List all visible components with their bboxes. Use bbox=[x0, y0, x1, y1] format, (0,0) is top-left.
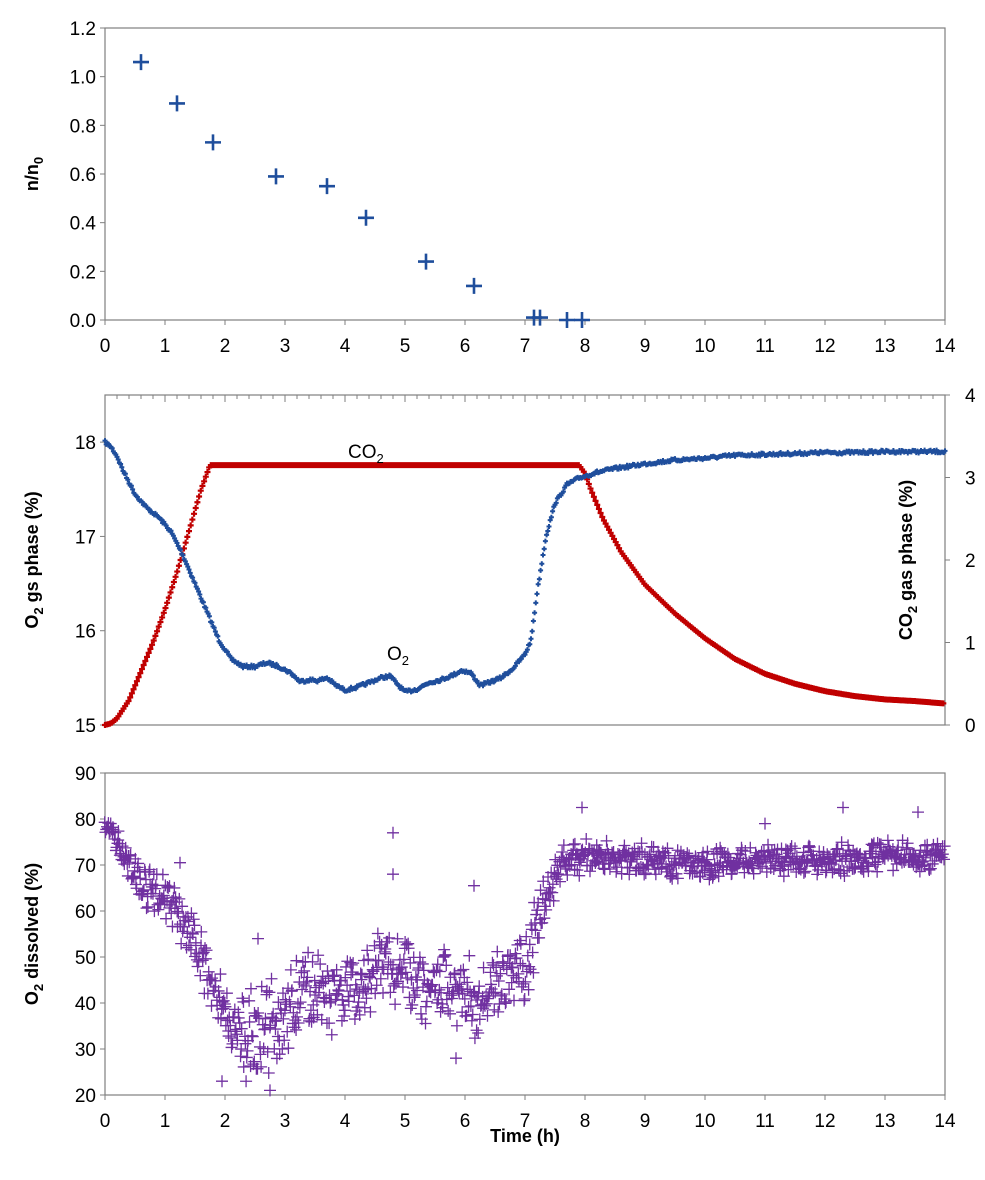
panel2-right-tick-label: 2 bbox=[965, 551, 976, 572]
panel3-y-tick-label: 70 bbox=[75, 856, 96, 877]
panel3-y-tick-label: 50 bbox=[75, 948, 96, 969]
o2-series-markers bbox=[102, 438, 948, 695]
panel1-data-point bbox=[205, 134, 221, 151]
panel3-x-tick-label: 7 bbox=[520, 1111, 531, 1132]
panel2-left-tick-label: 16 bbox=[75, 622, 96, 643]
panel2-right-tick-label: 3 bbox=[965, 469, 976, 490]
panel3-x-tick-label: 14 bbox=[934, 1111, 956, 1132]
o2-series bbox=[102, 438, 948, 695]
panel1-x-tick-label: 10 bbox=[694, 336, 715, 357]
panel1-y-tick-label: 0.2 bbox=[70, 262, 96, 283]
panel2-left-tick-label: 18 bbox=[75, 433, 96, 454]
panel1-y-tick-label: 0.6 bbox=[70, 165, 96, 186]
panel1-data-point bbox=[559, 312, 575, 328]
panel1-data-point bbox=[268, 168, 284, 185]
panel1-x-tick-label: 1 bbox=[160, 336, 171, 357]
panel1-data-point bbox=[319, 178, 335, 195]
panel1-y-tick-labels: 0.0 0.2 0.4 0.6 0.8 1.0 1.2 bbox=[70, 19, 105, 332]
panel1-x-tick-label: 14 bbox=[934, 336, 956, 357]
panel3-y-tick-label: 30 bbox=[75, 1040, 96, 1061]
panel3-y-tick-label: 60 bbox=[75, 902, 96, 923]
panel3-x-tick-label: 11 bbox=[755, 1111, 775, 1132]
panel1-x-tick-label: 9 bbox=[640, 336, 651, 357]
panel1-y-tick-label: 1.2 bbox=[70, 19, 96, 40]
panel2-right-y-axis-title: CO2 gas phase (%) bbox=[896, 480, 920, 640]
co2-series-label: CO2 bbox=[348, 442, 384, 466]
panel3-x-tick-label: 10 bbox=[694, 1111, 715, 1132]
panel1-x-tick-label: 5 bbox=[400, 336, 411, 357]
panel2-left-y-axis-title: O2 gs phase (%) bbox=[22, 491, 46, 628]
panel3-x-tick-label: 12 bbox=[814, 1111, 835, 1132]
panel2-right-tick-label: 4 bbox=[965, 386, 976, 407]
panel1-y-tick-label: 0.8 bbox=[70, 116, 96, 137]
panel2-right-tick-label: 0 bbox=[965, 716, 976, 737]
panel1-y-tick-label: 0.4 bbox=[70, 214, 97, 235]
panel-fraction-remaining: 0.00.20.40.60.81.01.2 0 1 2 3 4 5 6 7 8 9 10 11 12 13… bbox=[22, 19, 956, 357]
o2-series-label: O2 bbox=[387, 644, 409, 668]
panel3-x-tick-label: 8 bbox=[580, 1111, 591, 1132]
panel1-x-tick-label: 13 bbox=[874, 336, 895, 357]
panel1-x-tick-label: 7 bbox=[520, 336, 531, 357]
panel1-data-point bbox=[466, 277, 482, 294]
x-axis-title: Time (h) bbox=[490, 1126, 560, 1146]
panel3-x-tick-label: 2 bbox=[220, 1111, 231, 1132]
panel1-x-tick-label: 8 bbox=[580, 336, 591, 357]
panel3-y-tick-label: 40 bbox=[75, 994, 96, 1015]
panel3-x-tick-label: 3 bbox=[280, 1111, 291, 1132]
panel2-plot-frame bbox=[104, 394, 946, 726]
co2-series-markers bbox=[102, 462, 947, 728]
panel1-data-point bbox=[133, 54, 149, 71]
panel2-left-y-tick-labels: 15 16 17 18 bbox=[75, 433, 105, 737]
panel2-left-tick-label: 17 bbox=[75, 527, 96, 548]
panel1-y-axis-title: n/n0 bbox=[22, 157, 46, 191]
panel1-x-tick-labels: 0 1 2 3 4 5 6 7 8 9 10 11 12 13 14 bbox=[100, 320, 956, 357]
panel1-x-tick-label: 6 bbox=[460, 336, 471, 357]
dissolved-o2-markers bbox=[98, 801, 951, 1097]
panel3-x-tick-label: 1 bbox=[160, 1111, 171, 1132]
panel3-y-axis-title: O2 dissolved (%) bbox=[22, 863, 46, 1005]
panel2-left-tick-label: 15 bbox=[75, 716, 96, 737]
panel1-x-tick-label: 2 bbox=[220, 336, 231, 357]
panel3-x-tick-label: 9 bbox=[640, 1111, 651, 1132]
panel1-y-tick-label: 0.0 bbox=[70, 311, 96, 332]
panel2-right-tick-label: 1 bbox=[965, 634, 976, 655]
panel2-x-minor-ticks bbox=[104, 395, 946, 402]
panel1-x-tick-label: 11 bbox=[755, 336, 775, 357]
panel1-x-tick-label: 4 bbox=[340, 336, 351, 357]
panel3-x-tick-label: 13 bbox=[874, 1111, 895, 1132]
panel3-x-tick-label: 5 bbox=[400, 1111, 411, 1132]
panel1-data-point bbox=[574, 312, 590, 328]
panel3-y-tick-label: 20 bbox=[75, 1086, 96, 1107]
panel2-right-y-tick-labels: 0 1 2 3 4 bbox=[945, 386, 976, 737]
panel3-data-points bbox=[98, 801, 951, 1097]
panel3-x-tick-label: 0 bbox=[100, 1111, 111, 1132]
panel3-y-tick-labels: 20 30 40 50 60 70 80 90 bbox=[75, 764, 105, 1107]
panel3-x-tick-label: 6 bbox=[460, 1111, 471, 1132]
panel1-x-tick-label: 0 bbox=[100, 336, 111, 357]
panel1-plot-frame bbox=[104, 27, 946, 321]
panel1-data-point bbox=[169, 95, 185, 112]
panel3-x-tick-labels: 0 1 2 3 4 5 6 7 8 9 10 11 12 13 14 bbox=[100, 1095, 956, 1132]
panel1-y-tick-label: 1.0 bbox=[70, 68, 96, 89]
panel3-y-tick-label: 90 bbox=[75, 764, 96, 785]
co2-series bbox=[102, 462, 947, 728]
panel1-x-tick-label: 3 bbox=[280, 336, 291, 357]
panel-gas-phase: 15 16 17 18 0 1 2 3 4 CO2 O2 O2 gs phase (%) CO… bbox=[22, 386, 976, 737]
panel3-x-tick-label: 4 bbox=[340, 1111, 351, 1132]
panel1-x-tick-label: 12 bbox=[814, 336, 835, 357]
panel1-data-point bbox=[532, 309, 548, 326]
panel3-y-tick-label: 80 bbox=[75, 810, 96, 831]
panel1-data-points bbox=[133, 54, 590, 328]
panel1-data-point bbox=[358, 209, 374, 226]
panel1-data-point bbox=[418, 253, 434, 270]
